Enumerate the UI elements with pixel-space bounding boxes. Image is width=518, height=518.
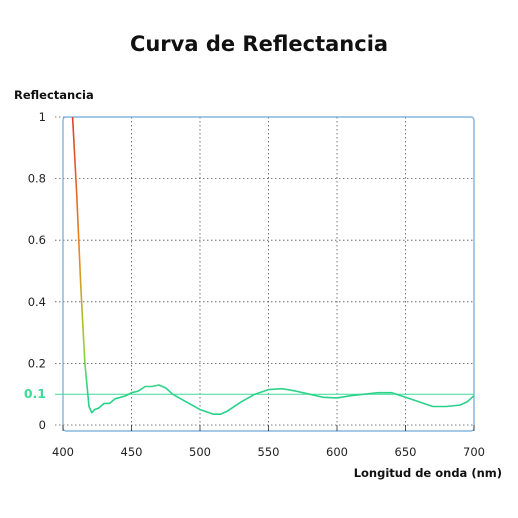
x-tick-label: 450 <box>121 445 143 459</box>
x-tick-label: 650 <box>395 445 417 459</box>
grid <box>55 116 474 431</box>
x-tick-label: 550 <box>258 445 280 459</box>
y-tick-label: 0.2 <box>28 356 46 370</box>
x-tick-label: 600 <box>326 445 348 459</box>
y-tick-label: 0.6 <box>28 233 46 247</box>
y-tick-label: 1 <box>39 110 46 124</box>
chart-title: Curva de Reflectancia <box>129 32 389 56</box>
y-tick-label: 0.4 <box>28 295 46 309</box>
x-tick-label: 500 <box>189 445 211 459</box>
x-tick-label: 400 <box>52 445 74 459</box>
y-tick-label: 0 <box>39 418 46 432</box>
x-axis-label: Longitud de onda (nm) <box>354 466 502 480</box>
x-tick-label: 700 <box>463 445 485 459</box>
reflectance-curve <box>71 116 475 415</box>
reference-label: 0.1 <box>24 386 46 401</box>
y-tick-label: 0.8 <box>28 172 46 186</box>
y-axis-label: Reflectancia <box>14 88 94 102</box>
